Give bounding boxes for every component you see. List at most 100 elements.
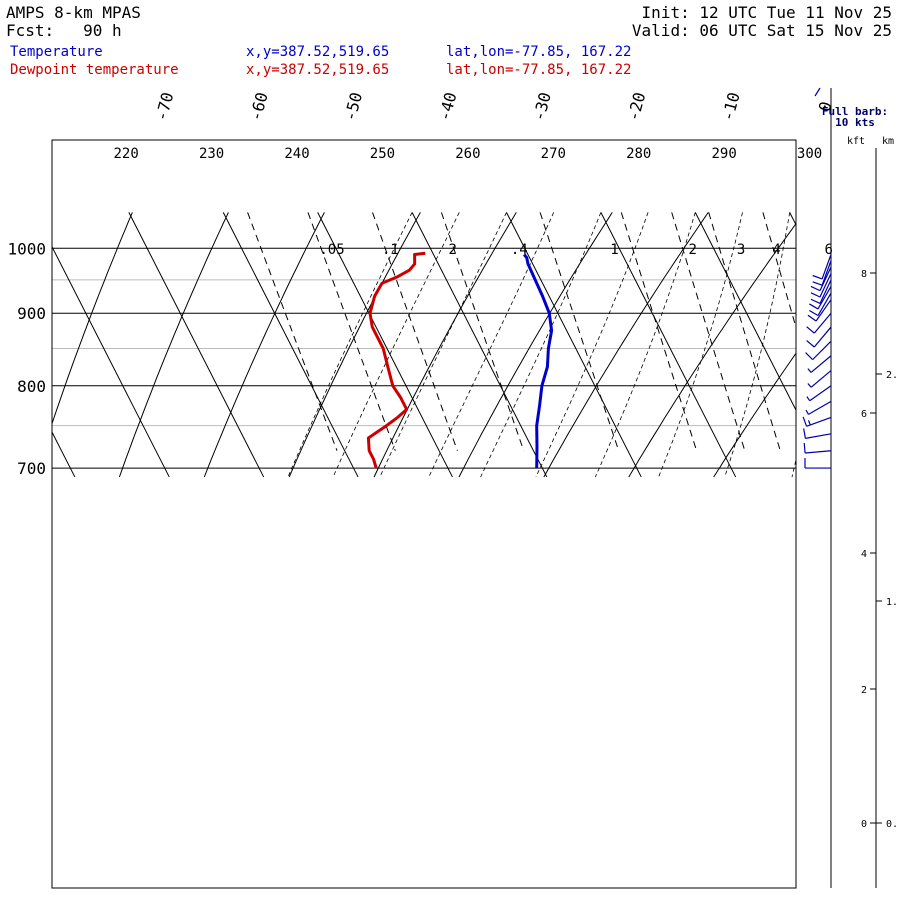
- mixing-ratio-label: 3: [737, 242, 745, 258]
- init-time: Init: 12 UTC Tue 11 Nov 25: [641, 3, 892, 22]
- isotherm-line: [506, 212, 642, 478]
- isotherm-line: [222, 212, 359, 478]
- pressure-label: 700: [17, 459, 46, 478]
- valid-time: Valid: 06 UTC Sat 15 Nov 25: [631, 21, 892, 40]
- dry-adiabat-line: [203, 212, 325, 478]
- mixing-ratio-label: 1: [610, 242, 618, 258]
- wind-barb: [802, 416, 832, 427]
- km-tick-label: 0.: [886, 819, 898, 830]
- theta-label: 300: [797, 146, 822, 162]
- wind-barb: [810, 266, 832, 292]
- isotherm-line: [600, 212, 737, 478]
- legend-dewpoint-name: Dewpoint temperature: [10, 62, 179, 78]
- theta-label: 250: [370, 146, 395, 162]
- theta-label: 220: [114, 146, 139, 162]
- km-label: km: [882, 136, 894, 147]
- wind-barb: [810, 273, 832, 298]
- isotherm-line: [52, 245, 170, 478]
- mixing-ratio-line: [307, 212, 396, 451]
- wind-barb: [807, 355, 832, 373]
- isotherm-line: [411, 212, 548, 478]
- moist-adiabat-line: [724, 212, 791, 478]
- kft-tick-label: 2: [861, 685, 867, 696]
- isotherm-label: -70: [151, 90, 177, 123]
- theta-label: 290: [712, 146, 737, 162]
- legend-dewpoint-latlon: lat,lon=-77.85, 167.22: [446, 62, 632, 78]
- isotherm-line: [884, 212, 900, 477]
- full-barb-note: Full barb:: [822, 105, 888, 118]
- wind-barbs: [802, 254, 832, 469]
- moist-adiabat-line: [658, 212, 743, 478]
- wind-barb: [807, 299, 832, 322]
- dry-adiabat-line: [628, 222, 796, 478]
- mixing-ratio-label: 6: [824, 242, 832, 258]
- moist-adiabat-line: [480, 212, 602, 478]
- dry-adiabat-line: [288, 212, 421, 478]
- pressure-label: 1000: [7, 239, 46, 258]
- legend-temperature-name: Temperature: [10, 44, 103, 60]
- isotherm-line: [317, 212, 453, 478]
- wind-barb: [807, 370, 832, 388]
- kft-tick-label: 0: [861, 819, 867, 830]
- isotherm-label: -40: [435, 90, 461, 123]
- wind-barb: [806, 326, 832, 348]
- kft-label: kft: [847, 136, 865, 147]
- km-tick-label: 2.: [886, 370, 898, 381]
- plot-grid: [52, 212, 900, 478]
- isotherm-label: -30: [529, 90, 555, 123]
- dry-adiabat-line: [118, 212, 229, 478]
- isotherm-line: [789, 212, 796, 226]
- fcst-label: Fcst:: [6, 21, 55, 40]
- forecast-hour: Fcst: 90 h: [6, 22, 122, 40]
- legend-barb-icon: [814, 87, 821, 97]
- wind-barb: [809, 292, 832, 317]
- mixing-ratio-label: 4: [772, 242, 780, 258]
- wind-barb: [803, 428, 832, 439]
- wind-barb: [812, 260, 832, 286]
- theta-label: 270: [541, 146, 566, 162]
- mixing-ratio-line: [440, 212, 525, 451]
- mixing-ratio-line: [539, 212, 620, 451]
- model-title: AMPS 8-km MPAS: [6, 3, 141, 22]
- isotherm-label: 0: [815, 99, 836, 113]
- wind-barb: [806, 385, 832, 402]
- theta-label: 280: [626, 146, 651, 162]
- kft-tick-label: 4: [861, 549, 867, 560]
- mixing-ratio-line: [247, 212, 338, 451]
- wind-barb: [803, 442, 832, 454]
- full-barb-speed: 10 kts: [835, 116, 875, 129]
- mixing-ratio-label: 2: [448, 242, 456, 258]
- theta-label: 260: [455, 146, 480, 162]
- moist-adiabat-line: [594, 212, 696, 478]
- wind-barb: [805, 340, 832, 361]
- wind-barb: [805, 400, 832, 415]
- mixing-ratio-label: .4: [511, 242, 528, 258]
- wind-barb: [804, 458, 831, 469]
- legend-temperature-latlon: lat,lon=-77.85, 167.22: [446, 44, 632, 60]
- legend-temperature-xy: x,y=387.52,519.65: [246, 44, 390, 60]
- plot-border: [51, 139, 797, 889]
- isotherm-label: -10: [718, 90, 744, 123]
- fcst-value: 90 h: [83, 21, 122, 40]
- mixing-ratio-line: [708, 212, 781, 451]
- km-tick-label: 1.: [886, 597, 898, 608]
- kft-tick-label: 8: [861, 269, 867, 280]
- moist-adiabat-line: [535, 212, 649, 478]
- wind-barb: [806, 312, 832, 334]
- pressure-label: 900: [17, 304, 46, 323]
- isotherm-label: -20: [623, 90, 649, 123]
- dry-adiabat-line: [373, 212, 517, 478]
- mixing-ratio-line: [671, 212, 746, 451]
- theta-label: 240: [284, 146, 309, 162]
- dry-adiabat-line: [713, 352, 796, 478]
- wind-barb: [809, 286, 832, 310]
- pressure-label: 800: [17, 377, 46, 396]
- theta-label: 230: [199, 146, 224, 162]
- dewpoint-profile-line: [366, 251, 426, 469]
- temperature-profile-line: [522, 253, 554, 469]
- isotherm-label: -60: [246, 90, 272, 123]
- mixing-ratio-label: 2: [688, 242, 696, 258]
- mixing-ratio-line: [372, 212, 458, 451]
- profiles: [366, 251, 554, 469]
